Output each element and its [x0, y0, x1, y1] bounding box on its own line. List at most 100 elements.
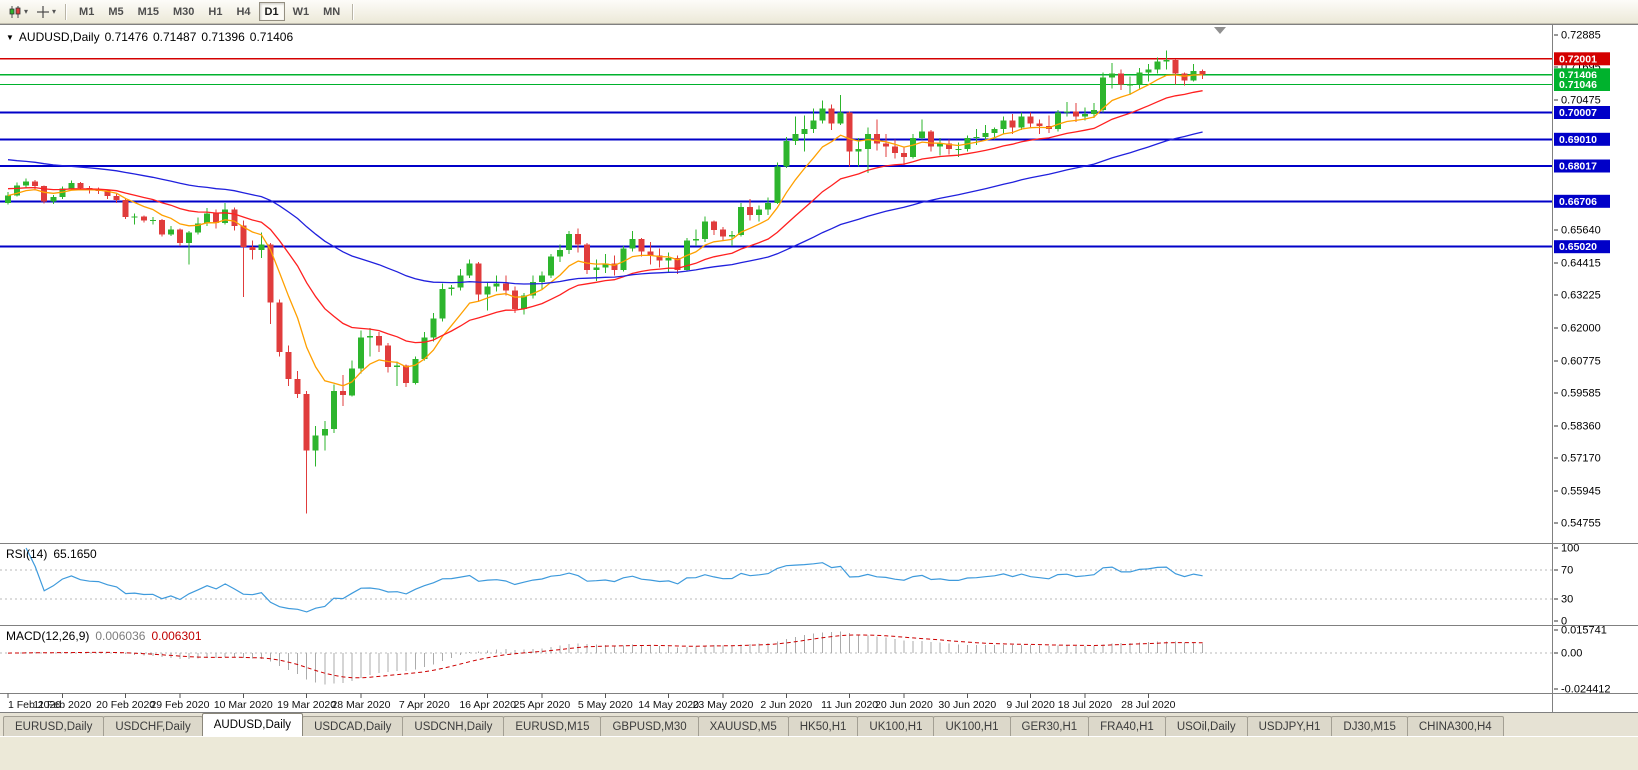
- svg-text:0.63225: 0.63225: [1561, 290, 1601, 302]
- symbol-tab-china300-h4[interactable]: CHINA300,H4: [1406, 716, 1504, 736]
- svg-text:20 Feb 2020: 20 Feb 2020: [96, 699, 155, 711]
- symbol-tabbar: EURUSD,Daily USDCHF,Daily AUDUSD,Daily USDC…: [0, 712, 1638, 736]
- macd-signal-value: 0.006301: [151, 629, 202, 643]
- svg-text:0.60775: 0.60775: [1561, 356, 1601, 368]
- toolbar-separator: [65, 3, 68, 20]
- symbol-tab-usdchf-daily[interactable]: USDCHF,Daily: [103, 716, 203, 736]
- timeframe-button-M15[interactable]: M15: [132, 2, 165, 21]
- symbol-tab-usdcad-daily[interactable]: USDCAD,Daily: [302, 716, 404, 736]
- svg-text:0.70475: 0.70475: [1561, 94, 1601, 106]
- chart-type-button[interactable]: ▾: [4, 2, 32, 22]
- svg-text:30 Jun 2020: 30 Jun 2020: [938, 699, 996, 711]
- symbol-tab-gbpusd-m30[interactable]: GBPUSD,M30: [600, 716, 699, 736]
- svg-text:11 Jun 2020: 11 Jun 2020: [821, 699, 878, 711]
- price-axis[interactable]: 0.728850.716950.704750.656400.644150.632…: [1552, 25, 1638, 713]
- timeframe-button-W1[interactable]: W1: [287, 2, 316, 21]
- ohlc-label: ▼ AUDUSD,Daily 0.71476 0.71487 0.71396 0.7140…: [6, 30, 298, 44]
- svg-text:30: 30: [1561, 594, 1573, 606]
- timeframe-button-M30[interactable]: M30: [167, 2, 200, 21]
- svg-text:0.55945: 0.55945: [1561, 486, 1601, 498]
- crosshair-button[interactable]: ▾: [32, 2, 60, 22]
- dropdown-arrow-icon: ▾: [24, 6, 29, 16]
- symbol-tab-usdjpy-h1[interactable]: USDJPY,H1: [1246, 716, 1333, 736]
- timeframe-button-MN[interactable]: MN: [317, 2, 346, 21]
- svg-text:0.58360: 0.58360: [1561, 421, 1601, 433]
- symbol-tab-hk50-h1[interactable]: HK50,H1: [787, 716, 859, 736]
- crosshair-icon: [37, 5, 50, 18]
- rsi-value: 65.1650: [53, 547, 97, 561]
- svg-text:0.70007: 0.70007: [1559, 107, 1597, 119]
- timeframe-button-H1[interactable]: H1: [202, 2, 228, 21]
- svg-text:10 Mar 2020: 10 Mar 2020: [214, 699, 273, 711]
- macd-main-value: 0.006036: [95, 629, 146, 643]
- symbol-tab-usoil-daily[interactable]: USOil,Daily: [1164, 716, 1248, 736]
- svg-text:16 Apr 2020: 16 Apr 2020: [459, 699, 516, 711]
- symbol-tab-audusd-daily[interactable]: AUDUSD,Daily: [201, 713, 304, 736]
- timeframe-button-H4[interactable]: H4: [230, 2, 256, 21]
- svg-text:0.66706: 0.66706: [1559, 196, 1597, 208]
- close-value: 0.71406: [249, 30, 294, 44]
- svg-text:0.68017: 0.68017: [1559, 161, 1597, 173]
- svg-text:0.64415: 0.64415: [1561, 258, 1601, 270]
- symbol-tab-uk100-h1[interactable]: UK100,H1: [857, 716, 935, 736]
- chart-toolbar: ▾ ▾ M1 M5 M15 M30 H1 H4 D1 W1 MN: [0, 0, 1638, 24]
- macd-name: MACD(12,26,9): [6, 629, 90, 643]
- high-value: 0.71487: [153, 30, 197, 44]
- symbol-tab-xauusd-m5[interactable]: XAUUSD,M5: [697, 716, 789, 736]
- symbol-tab-fra40-h1[interactable]: FRA40,H1: [1088, 716, 1166, 736]
- svg-text:0.59585: 0.59585: [1561, 388, 1601, 400]
- timeframe-button-D1[interactable]: D1: [258, 2, 285, 22]
- low-value: 0.71396: [201, 30, 245, 44]
- svg-text:29 Feb 2020: 29 Feb 2020: [150, 699, 209, 711]
- svg-text:0.65640: 0.65640: [1561, 225, 1601, 237]
- collapse-triangle-icon: ▼: [6, 33, 14, 42]
- svg-text:0: 0: [1561, 616, 1567, 628]
- svg-text:11 Feb 2020: 11 Feb 2020: [33, 699, 91, 711]
- svg-text:20 Jun 2020: 20 Jun 2020: [875, 699, 933, 711]
- symbol-tab-dj30-m15[interactable]: DJ30,M15: [1331, 716, 1408, 736]
- svg-text:0.015741: 0.015741: [1561, 625, 1607, 637]
- svg-text:0.62000: 0.62000: [1561, 323, 1601, 335]
- symbol-tab-eurusd-daily[interactable]: EURUSD,Daily: [3, 716, 105, 736]
- macd-label: MACD(12,26,9) 0.006036 0.006301: [6, 629, 208, 643]
- svg-text:23 May 2020: 23 May 2020: [693, 699, 754, 711]
- symbol-tab-uk100-h1[interactable]: UK100,H1: [933, 716, 1011, 736]
- svg-text:0.65020: 0.65020: [1559, 241, 1597, 253]
- svg-text:25 Apr 2020: 25 Apr 2020: [514, 699, 571, 711]
- svg-text:9 Jul 2020: 9 Jul 2020: [1006, 699, 1055, 711]
- toolbar-separator: [352, 3, 355, 20]
- svg-text:28 Mar 2020: 28 Mar 2020: [331, 699, 390, 711]
- symbol-tab-eurusd-m15[interactable]: EURUSD,M15: [503, 716, 602, 736]
- svg-text:0.00: 0.00: [1561, 648, 1582, 660]
- candlestick-chart-icon: [9, 5, 21, 18]
- rsi-name: RSI(14): [6, 547, 48, 561]
- svg-text:19 Mar 2020: 19 Mar 2020: [277, 699, 336, 711]
- svg-text:0.54755: 0.54755: [1561, 518, 1601, 530]
- svg-text:-0.024412: -0.024412: [1561, 684, 1611, 696]
- chart-window: 1 Feb 2020 11 Feb 2020 20 Feb 2020 29 Feb 2…: [0, 24, 1638, 713]
- svg-text:0.72885: 0.72885: [1561, 30, 1601, 42]
- symbol-period-label: AUDUSD,Daily: [18, 30, 100, 44]
- svg-text:0.71046: 0.71046: [1559, 79, 1597, 91]
- svg-text:1 Feb 2020: 1 Feb 2020: [8, 699, 61, 711]
- svg-text:5 May 2020: 5 May 2020: [578, 699, 633, 711]
- rsi-label: RSI(14) 65.1650: [6, 547, 103, 561]
- svg-text:70: 70: [1561, 564, 1573, 576]
- svg-text:2 Jun 2020: 2 Jun 2020: [760, 699, 812, 711]
- symbol-tab-ger30-h1[interactable]: GER30,H1: [1009, 716, 1090, 736]
- svg-text:0.69010: 0.69010: [1559, 134, 1597, 146]
- timeframe-button-M1[interactable]: M1: [73, 2, 100, 21]
- symbol-tab-usdcnh-daily[interactable]: USDCNH,Daily: [402, 716, 505, 736]
- status-strip: [0, 736, 1638, 770]
- svg-text:7 Apr 2020: 7 Apr 2020: [399, 699, 450, 711]
- svg-text:100: 100: [1561, 543, 1579, 555]
- timeframe-group: M1 M5 M15 M30 H1 H4 D1 W1 MN: [72, 2, 347, 22]
- svg-text:18 Jul 2020: 18 Jul 2020: [1058, 699, 1112, 711]
- dropdown-arrow-icon: ▾: [52, 6, 57, 16]
- svg-text:0.72001: 0.72001: [1559, 53, 1597, 65]
- svg-text:14 May 2020: 14 May 2020: [638, 699, 699, 711]
- open-value: 0.71476: [104, 30, 148, 44]
- timeframe-button-M5[interactable]: M5: [102, 2, 129, 21]
